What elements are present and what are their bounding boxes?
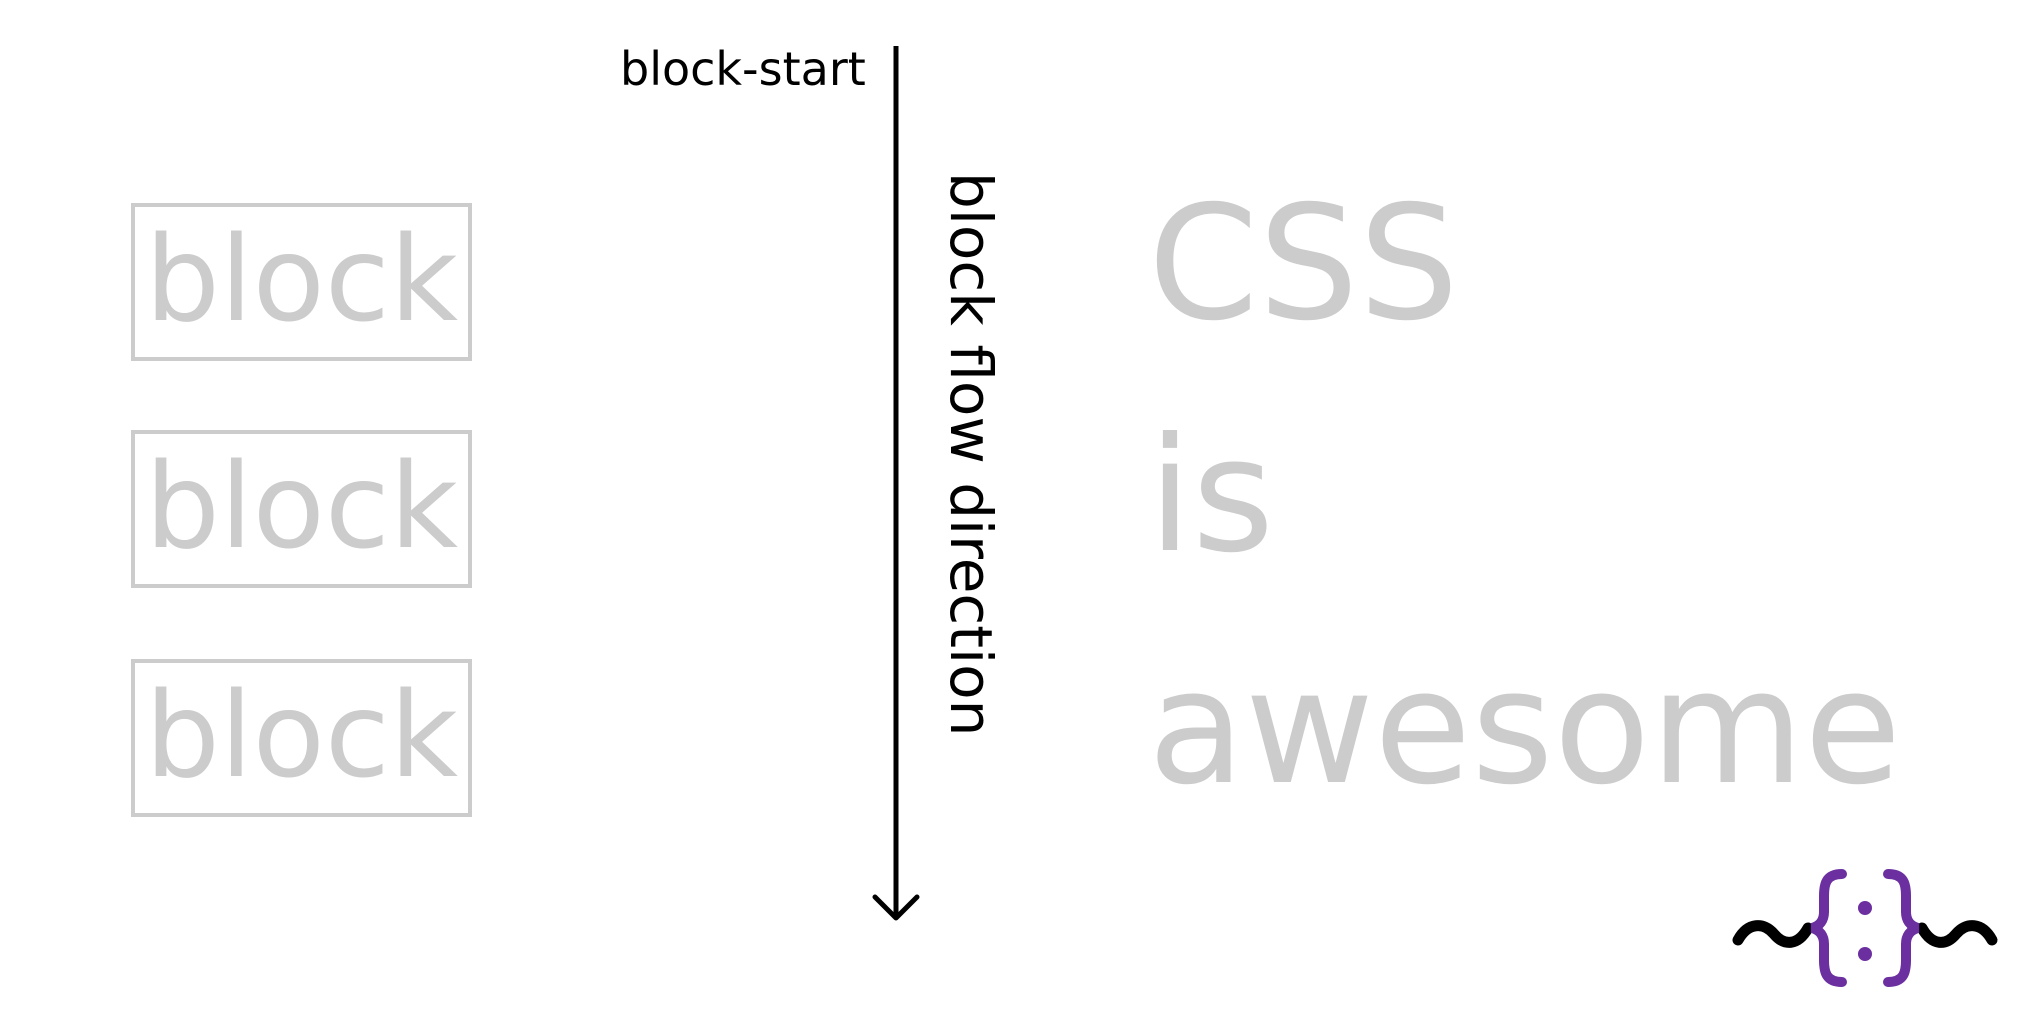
- block-start-label: block-start: [620, 42, 866, 96]
- css-tricks-logo-icon: [1732, 869, 1998, 987]
- block-box-label: block: [144, 210, 459, 348]
- block-flow-direction-label: block flow direction: [937, 172, 1005, 737]
- block-box-label: block: [144, 666, 459, 804]
- flow-arrow-head: [872, 894, 920, 921]
- sample-word-3: awesome: [1148, 636, 1902, 820]
- block-box-1: block: [131, 203, 472, 361]
- block-box-label: block: [144, 437, 459, 575]
- block-box-3: block: [131, 659, 472, 817]
- sample-text: CSS is awesome: [1148, 148, 1901, 844]
- sample-word-1: CSS: [1148, 172, 1459, 356]
- sample-word-2: is: [1148, 404, 1275, 588]
- block-box-2: block: [131, 430, 472, 588]
